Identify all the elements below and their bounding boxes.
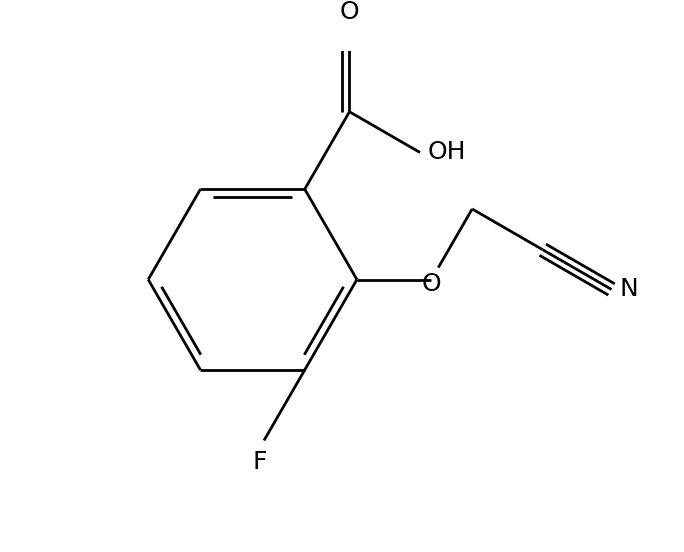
- Text: F: F: [253, 450, 267, 474]
- Text: N: N: [620, 278, 638, 301]
- Text: O: O: [340, 1, 359, 24]
- Text: O: O: [421, 272, 441, 295]
- Text: OH: OH: [428, 141, 466, 164]
